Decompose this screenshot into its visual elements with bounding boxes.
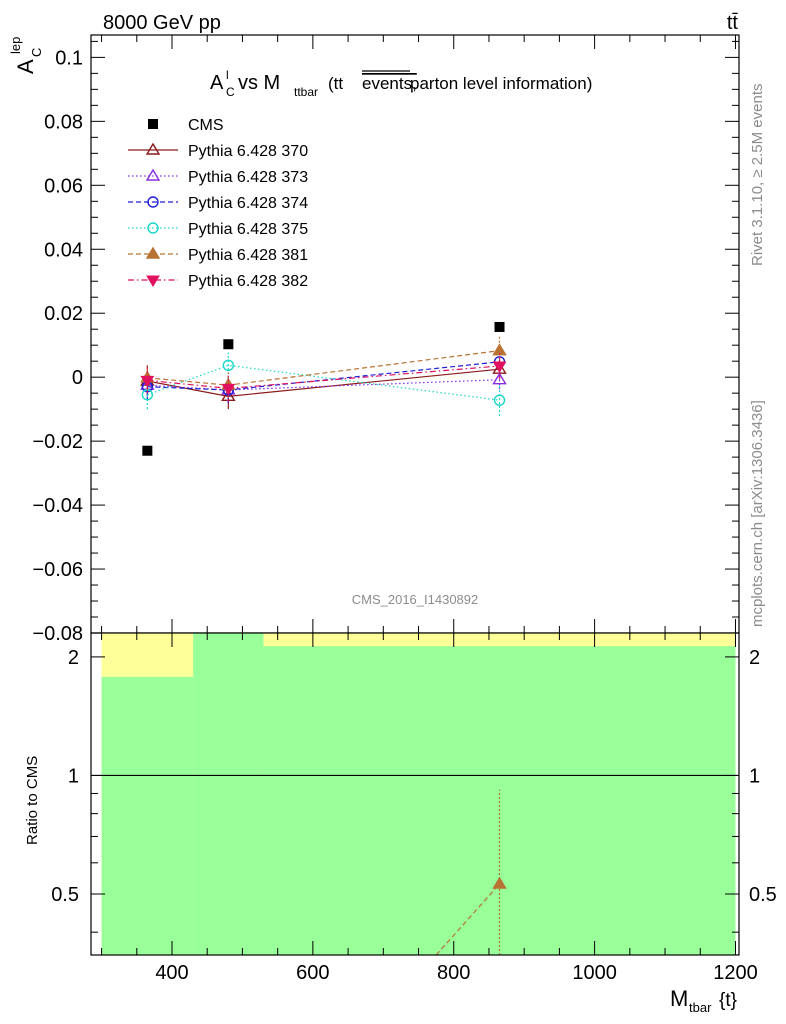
y-tick-label: 0.06 [44,175,83,197]
legend-label: Pythia 6.428 374 [188,195,308,212]
svg-text:vs M: vs M [238,72,280,94]
x-axis-label: M tbar {t} [670,986,737,1015]
y-tick-label: 0.04 [44,239,83,261]
data-point [492,343,507,356]
legend-label: CMS [188,117,224,134]
svg-text:C: C [29,48,44,57]
data-point [493,394,506,406]
ratio-y-tick-label-right: 0.5 [749,884,777,906]
legend-label: Pythia 6.428 375 [188,221,308,238]
svg-text:A: A [210,72,224,94]
main-panel: −0.08 −0.06 −0.04 −0.02 0 0.02 0.04 0.06 0.08 0.1 [32,34,740,645]
data-point [223,339,234,350]
legend-entry: Pythia 6.428 375 [128,221,308,238]
y-tick-label: −0.08 [32,623,83,645]
legend-marker [145,142,161,155]
svg-text:(tt: (tt [328,74,343,93]
y-tick-label: −0.02 [32,431,83,453]
svg-text:M: M [670,986,688,1011]
data-point [492,372,507,385]
legend-entry: Pythia 6.428 382 [128,273,308,290]
legend-label: Pythia 6.428 381 [188,247,308,264]
ratio-series-0 [435,789,507,955]
ratio-data [91,633,739,955]
y-tick-label: −0.04 [32,495,83,517]
series-2 [140,370,507,403]
ratio-y-tick-label: 2 [68,647,79,669]
series-line [147,365,500,389]
legend-marker [147,222,159,234]
data-point [222,359,235,372]
legend-entry: Pythia 6.428 370 [128,142,308,160]
svg-text:{t}: {t} [719,990,737,1011]
ratio-panel: 0.5 0.5 1 1 2 2 400 600 800 1000 1200 [51,632,777,984]
ratio-y-tick-label: 0.5 [51,884,79,906]
uncertainty-band-green [101,676,194,955]
ratio-point [492,876,507,889]
ratio-y-tick-label: 1 [68,765,79,787]
mcplots-label: mcplots.cern.ch [arXiv:1306.3436] [749,400,766,627]
data-point [221,383,236,396]
series-3 [141,352,506,403]
ratio-y-tick-label-right: 2 [749,647,760,669]
legend-marker [148,119,158,129]
legend-entry: CMS [148,117,224,134]
y-tick-label: 0 [72,367,83,389]
process-label: tt̄ [727,12,739,34]
svg-text:events,: events, [362,74,417,93]
legend-entry: Pythia 6.428 381 [128,246,308,264]
y-tick-label: −0.06 [32,559,83,581]
svg-text:parton level information): parton level information) [410,74,592,93]
ratio-frame [90,632,740,956]
ratio-y-axis-label: Ratio to CMS [24,756,41,845]
legend-entry: Pythia 6.428 373 [128,168,308,186]
uncertainty-band-green [263,646,736,955]
y-tick-label: 0.08 [44,111,83,133]
series-0 [142,321,505,456]
svg-text:l: l [226,68,229,82]
legend-marker [145,168,161,181]
legend-entry: Pythia 6.428 374 [128,195,308,212]
data-point [142,445,153,456]
legend-marker [146,275,160,287]
analysis-watermark: CMS_2016_I1430892 [352,592,479,607]
data-point [494,321,505,332]
x-tick-label: 800 [437,962,470,984]
svg-text:C: C [226,85,235,99]
ratio-y-tick-label-right: 1 [749,765,760,787]
x-tick-label: 600 [296,962,329,984]
main-title: A l C vs M ttbar (tt events, parton leve… [210,68,592,99]
data-point [140,375,155,388]
series-line [147,364,500,401]
data-point [492,361,507,373]
x-tick-label: 1200 [713,962,758,984]
svg-text:A: A [13,59,38,74]
rivet-version-label: Rivet 3.1.10, ≥ 2.5M events [749,84,766,267]
y-tick-label: 0.02 [44,303,83,325]
series-6 [140,353,507,402]
x-tick-label: 400 [155,962,188,984]
legend-marker [147,196,159,208]
main-data [140,321,507,456]
uncertainty-band-green [193,633,264,955]
svg-text:tbar: tbar [689,1000,712,1015]
legend-label: Pythia 6.428 382 [188,273,308,290]
energy-label: 8000 GeV pp [103,12,221,34]
y-axis-label: A lep C [8,37,44,74]
legend: CMS Pythia 6.428 370 Pythia 6.428 373 Pythi… [128,117,308,290]
svg-text:lep: lep [8,37,23,54]
series-4 [141,352,506,417]
y-tick-label: 0.1 [55,47,83,69]
legend-marker [145,246,161,259]
legend-label: Pythia 6.428 373 [188,169,308,186]
x-tick-label: 1000 [572,962,617,984]
svg-text:ttbar: ttbar [294,85,318,99]
legend-label: Pythia 6.428 370 [188,143,308,160]
